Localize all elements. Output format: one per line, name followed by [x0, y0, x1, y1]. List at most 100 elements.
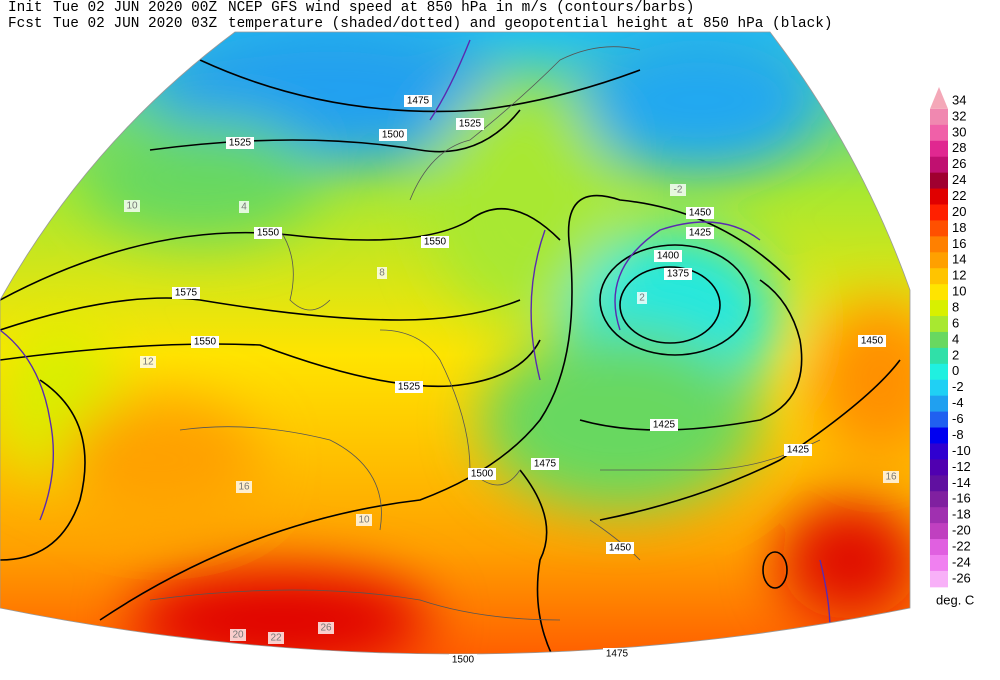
colorbar-swatch — [930, 427, 948, 444]
height-label-bg — [858, 335, 886, 347]
height-label-bg — [172, 287, 200, 299]
wind-contours — [0, 39, 831, 631]
colorbar-swatch — [930, 459, 948, 476]
height-label: 1550 — [424, 237, 447, 248]
colorbar-label: 34 — [952, 92, 966, 107]
height-label-bg — [191, 336, 219, 348]
colorbar-swatch — [930, 108, 948, 126]
temp-label-bg — [670, 184, 686, 196]
height-label: 1575 — [175, 288, 198, 299]
temp-label: 8 — [379, 268, 385, 279]
colorbar-swatch — [930, 204, 948, 221]
colorbar-swatch — [930, 124, 948, 142]
height-label: 1425 — [653, 420, 676, 431]
coastlines — [149, 46, 821, 621]
temp-label-bg — [268, 632, 284, 644]
colorbar: 3432302826242220181614121086420-2-4-6-8-… — [930, 87, 971, 588]
colorbar-label: -12 — [952, 459, 971, 474]
height-label-bg — [606, 542, 634, 554]
temp-label-bg — [239, 201, 249, 213]
colorbar-arrow — [930, 87, 948, 109]
temp-label-bg — [236, 481, 252, 493]
temp-label-bg — [377, 267, 387, 279]
colorbar-swatch — [930, 300, 948, 317]
colorbar-label: -22 — [952, 538, 971, 553]
colorbar-label: 16 — [952, 236, 966, 251]
colorbar-label: 22 — [952, 188, 966, 203]
height-label-bg — [650, 419, 678, 431]
colorbar-swatch — [930, 188, 948, 206]
colorbar-label: 30 — [952, 124, 966, 139]
colorbar-swatch — [930, 507, 948, 524]
colorbar-label: 26 — [952, 156, 966, 171]
height-label-bg — [531, 458, 559, 470]
colorbar-label: -8 — [952, 427, 964, 442]
colorbar-label: -2 — [952, 379, 964, 394]
colorbar-label: 6 — [952, 315, 959, 330]
temp-label: 20 — [232, 630, 244, 641]
height-label-bg — [395, 381, 423, 393]
height-label: 1450 — [609, 543, 632, 554]
colorbar-label: 18 — [952, 220, 966, 235]
colorbar-label: -24 — [952, 554, 971, 569]
colorbar-label: -14 — [952, 475, 971, 490]
height-label: 1400 — [657, 251, 680, 262]
height-label-bg — [664, 268, 692, 280]
colorbar-swatch — [930, 140, 948, 158]
colorbar-unit: deg. C — [936, 592, 974, 607]
height-label-bg — [404, 95, 432, 107]
header-line1: NCEP GFS wind speed at 850 hPa in m/s (c… — [228, 0, 694, 16]
height-label: 1525 — [459, 119, 482, 130]
colorbar-label: -6 — [952, 411, 964, 426]
colorbar-label: 14 — [952, 252, 966, 267]
colorbar-swatch — [930, 570, 948, 588]
temp-label: 10 — [126, 201, 138, 212]
height-label: 1525 — [229, 138, 252, 149]
colorbar-swatch — [930, 395, 948, 413]
colorbar-swatch — [930, 443, 948, 460]
height-label: 1425 — [787, 445, 810, 456]
colorbar-swatch — [930, 316, 948, 333]
colorbar-label: 20 — [952, 204, 966, 219]
height-label: 1500 — [382, 130, 405, 141]
height-label-bg — [468, 468, 496, 480]
init-time: Tue 02 JUN 2020 00Z — [53, 0, 217, 16]
colorbar-label: -10 — [952, 443, 971, 458]
height-label: 1375 — [667, 269, 690, 280]
colorbar-swatch — [930, 379, 948, 397]
colorbar-swatch — [930, 156, 948, 174]
colorbar-swatch — [930, 539, 948, 556]
temp-label-bg — [124, 200, 140, 212]
temp-label-bg — [883, 471, 899, 483]
colorbar-label: 32 — [952, 108, 966, 123]
height-label: 1550 — [194, 337, 217, 348]
height-label: 1525 — [398, 382, 421, 393]
fcst-time: Tue 02 JUN 2020 03Z — [53, 16, 217, 32]
colorbar-swatch — [930, 491, 948, 508]
temp-label-bg — [637, 292, 647, 304]
init-label: Init — [8, 0, 43, 16]
height-label-bg — [421, 236, 449, 248]
temp-label: 22 — [270, 633, 282, 644]
temp-label: 10 — [358, 515, 370, 526]
colorbar-swatch — [930, 347, 948, 365]
fcst-label: Fcst — [8, 16, 43, 32]
temp-label: 16 — [885, 472, 897, 483]
height-contours — [0, 59, 901, 654]
height-label-bg — [456, 118, 484, 130]
temp-label-bg — [230, 629, 246, 641]
colorbar-label: -20 — [952, 523, 971, 538]
colorbar-swatch — [930, 252, 948, 269]
height-label-bg — [686, 207, 714, 219]
colorbar-swatch — [930, 363, 948, 381]
colorbar-swatch — [930, 523, 948, 540]
temp-label-bg — [140, 356, 156, 368]
height-label: 1425 — [689, 228, 712, 239]
colorbar-swatch — [930, 268, 948, 285]
map-border — [0, 31, 911, 655]
colorbar-label: 28 — [952, 140, 966, 155]
header-line2: temperature (shaded/dotted) and geopoten… — [228, 16, 833, 32]
colorbar-swatch — [930, 236, 948, 253]
temp-label: 4 — [241, 202, 247, 213]
colorbar-label: -18 — [952, 507, 971, 522]
